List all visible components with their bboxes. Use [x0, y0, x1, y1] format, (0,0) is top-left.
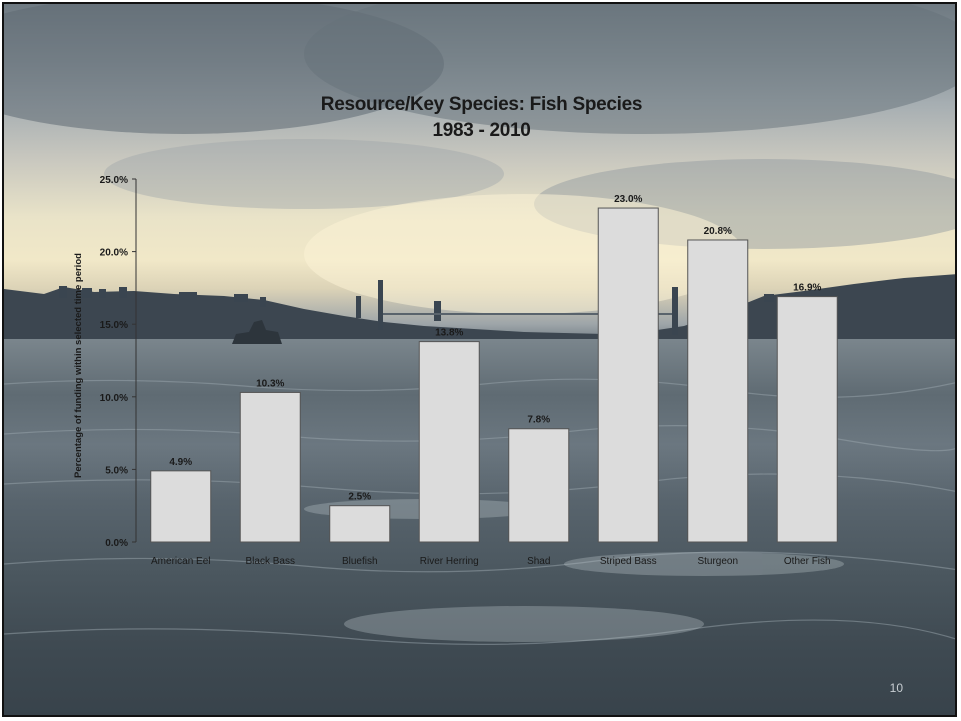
bar-shad — [508, 428, 570, 543]
cloud — [104, 139, 504, 209]
category-label: Bluefish — [342, 556, 378, 567]
data-label: 20.8% — [704, 226, 732, 237]
data-label: 10.3% — [256, 378, 284, 389]
cloud — [304, 4, 955, 134]
bar-american-eel — [150, 470, 212, 543]
bars — [150, 207, 838, 543]
y-tick-label: 10.0% — [100, 393, 128, 404]
bar-black-bass — [239, 391, 301, 543]
data-labels: 4.9% 10.3% 2.5% 13.8% 7.8% 23.0% 20.8% 16.9% — [169, 194, 821, 503]
category-label: Shad — [527, 556, 550, 567]
category-label: Other Fish — [784, 556, 831, 567]
category-labels: American Eel Black Bass Bluefish River Herr… — [151, 556, 831, 567]
tugboat — [232, 320, 282, 344]
data-label: 7.8% — [527, 415, 550, 426]
y-axis-ticks: 0.0% 5.0% 10.0% 15.0% 20.0% 25.0% — [100, 175, 136, 549]
skyline-buildings — [59, 280, 774, 335]
y-tick-label: 0.0% — [105, 538, 128, 549]
chart-subtitle: 1983 - 2010 — [432, 120, 531, 141]
bar-chart: 0.0% 5.0% 10.0% 15.0% 20.0% 25.0% 4.9% 10.3% 2.… — [73, 175, 838, 567]
data-label: 4.9% — [169, 457, 192, 468]
data-label: 13.8% — [435, 328, 463, 339]
bar-other-fish — [776, 296, 838, 543]
bar-bluefish — [329, 505, 391, 543]
category-label: River Herring — [420, 556, 479, 567]
data-label: 2.5% — [348, 492, 371, 503]
category-label: Sturgeon — [697, 556, 738, 567]
category-label: Black Bass — [246, 556, 295, 567]
bar-striped-bass — [597, 207, 659, 543]
bar-river-herring — [418, 341, 480, 543]
page-number: 10 — [889, 681, 903, 695]
category-label: American Eel — [151, 556, 210, 567]
y-tick-label: 20.0% — [100, 248, 128, 259]
y-tick-label: 25.0% — [100, 175, 128, 186]
y-tick-label: 15.0% — [100, 320, 128, 331]
data-label: 16.9% — [793, 283, 821, 294]
category-label: Striped Bass — [600, 556, 657, 567]
bar-sturgeon — [687, 239, 749, 543]
data-label: 23.0% — [614, 194, 642, 205]
y-axis-title: Percentage of funding within selected ti… — [73, 253, 84, 478]
y-tick-label: 5.0% — [105, 465, 128, 476]
chart-title: Resource/Key Species: Fish Species — [320, 94, 643, 115]
